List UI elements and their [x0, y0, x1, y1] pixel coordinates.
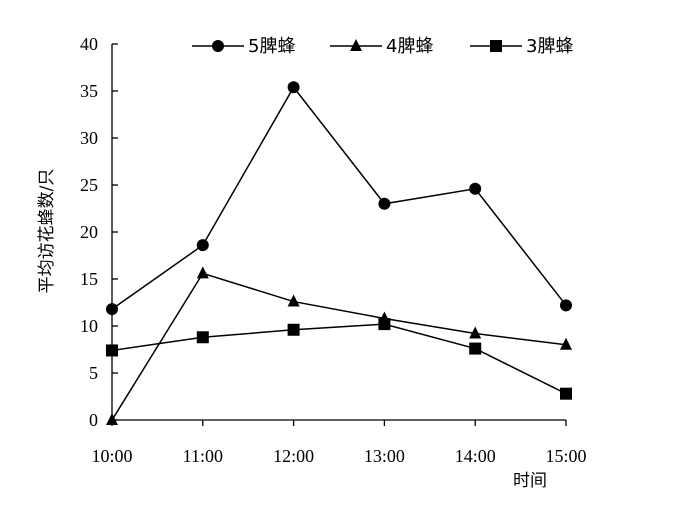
data-point-square [196, 331, 209, 344]
data-point-square [469, 342, 482, 355]
data-point-circle [106, 303, 118, 316]
legend-item: 3脾蜂 [470, 36, 573, 57]
x-tick-label: 13:00 [364, 446, 405, 466]
legend-marker-triangle [350, 39, 362, 51]
y-tick-label: 0 [89, 410, 98, 430]
series-line [111, 272, 567, 421]
data-point-circle [378, 197, 391, 210]
data-point-circle [287, 81, 300, 94]
data-point-circle [196, 239, 209, 252]
plot-area [106, 81, 572, 425]
data-point-triangle [196, 266, 209, 279]
legend-label: 5脾蜂 [248, 36, 295, 57]
y-tick-label: 5 [89, 363, 98, 383]
y-tick-label: 35 [80, 81, 98, 101]
y-axis-title: 平均访花蜂数/只 [37, 169, 57, 294]
x-tick-label: 14:00 [455, 446, 496, 466]
y-tick-label: 25 [80, 175, 98, 195]
y-tick-label: 10 [80, 316, 98, 336]
series-line [111, 85, 567, 310]
data-point-square [106, 344, 118, 357]
series-line [111, 323, 567, 395]
x-tick-label: 10:00 [91, 446, 132, 466]
data-point-square [378, 318, 391, 331]
y-tick-label: 40 [80, 34, 98, 54]
x-tick-label: 11:00 [183, 446, 223, 466]
x-axis-title: 时间 [513, 471, 547, 491]
data-point-triangle [287, 294, 300, 307]
x-tick-label: 15:00 [545, 446, 586, 466]
legend-item: 4脾蜂 [330, 36, 433, 57]
x-tick-label: 12:00 [273, 446, 314, 466]
data-point-triangle [106, 413, 118, 425]
data-point-circle [469, 182, 482, 195]
y-tick-label: 20 [80, 222, 98, 242]
legend-label: 4脾蜂 [386, 36, 433, 57]
series-3 [106, 318, 572, 400]
legend-marker-circle [212, 40, 224, 52]
data-point-triangle [469, 326, 482, 339]
legend-marker-square [490, 40, 502, 52]
series-1 [106, 81, 572, 316]
data-point-square [287, 323, 300, 336]
x-ticks: 10:00 11:00 12:00 13:00 14:00 15:00 [91, 420, 587, 466]
legend-label: 3脾蜂 [526, 36, 573, 57]
series-2 [106, 266, 572, 425]
legend-item: 5脾蜂 [192, 36, 295, 57]
data-point-circle [560, 299, 572, 312]
y-ticks: 0 5 10 15 20 25 30 35 40 [80, 34, 118, 430]
axes [111, 44, 566, 421]
y-tick-label: 30 [80, 128, 98, 148]
legend: 5脾蜂 4脾蜂 3脾蜂 [192, 36, 573, 57]
y-tick-label: 15 [80, 269, 98, 289]
data-point-square [560, 387, 572, 400]
data-point-triangle [560, 337, 572, 350]
